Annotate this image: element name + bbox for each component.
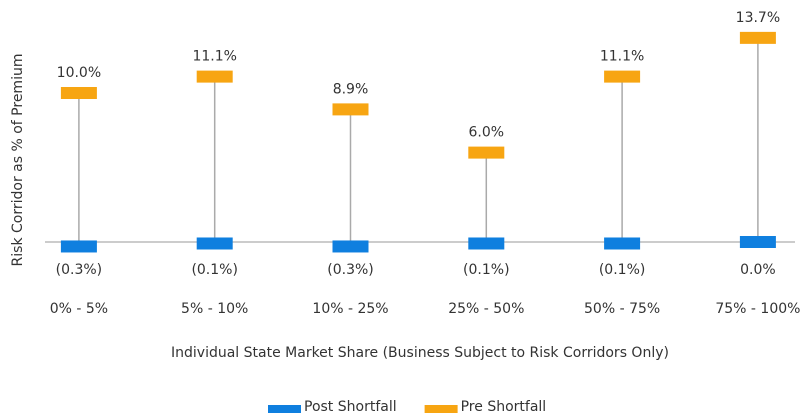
value-label: (0.1%) — [599, 262, 646, 278]
marker — [332, 103, 369, 116]
x-tick-label: 50% - 75% — [584, 301, 660, 317]
legend-swatch — [424, 405, 458, 413]
value-label: 8.9% — [333, 81, 369, 97]
value-label: (0.3%) — [327, 262, 374, 278]
marker — [468, 237, 505, 250]
marker — [60, 87, 97, 99]
y-axis-title: Risk Corridor as % of Premium — [10, 54, 26, 267]
x-tick-label: 0% - 5% — [50, 301, 108, 317]
value-label: 0.0% — [740, 262, 776, 278]
x-tick-label: 5% - 10% — [181, 301, 248, 317]
x-tick-label: 25% - 50% — [448, 301, 524, 317]
x-axis-title: Individual State Market Share (Business … — [171, 345, 669, 361]
value-label: 10.0% — [57, 65, 101, 81]
x-tick-label: 75% - 100% — [715, 301, 800, 317]
marker — [604, 70, 641, 83]
value-label: 13.7% — [736, 10, 780, 26]
marker — [739, 31, 776, 44]
value-label: 11.1% — [600, 49, 644, 65]
value-label: (0.1%) — [191, 262, 238, 278]
x-tick-label: 10% - 25% — [312, 301, 388, 317]
value-label: (0.3%) — [56, 262, 103, 278]
value-label: (0.1%) — [463, 262, 510, 278]
marker — [739, 236, 776, 248]
value-label: 11.1% — [192, 49, 236, 65]
marker — [60, 240, 97, 253]
marker — [604, 237, 641, 250]
marker — [196, 70, 233, 83]
marker — [332, 240, 369, 253]
legend-label: Post Shortfall — [304, 399, 397, 415]
marker — [468, 146, 505, 159]
value-label: 6.0% — [469, 125, 505, 141]
legend-swatch — [268, 405, 301, 413]
marker — [196, 237, 233, 250]
legend-label: Pre Shortfall — [461, 399, 547, 415]
